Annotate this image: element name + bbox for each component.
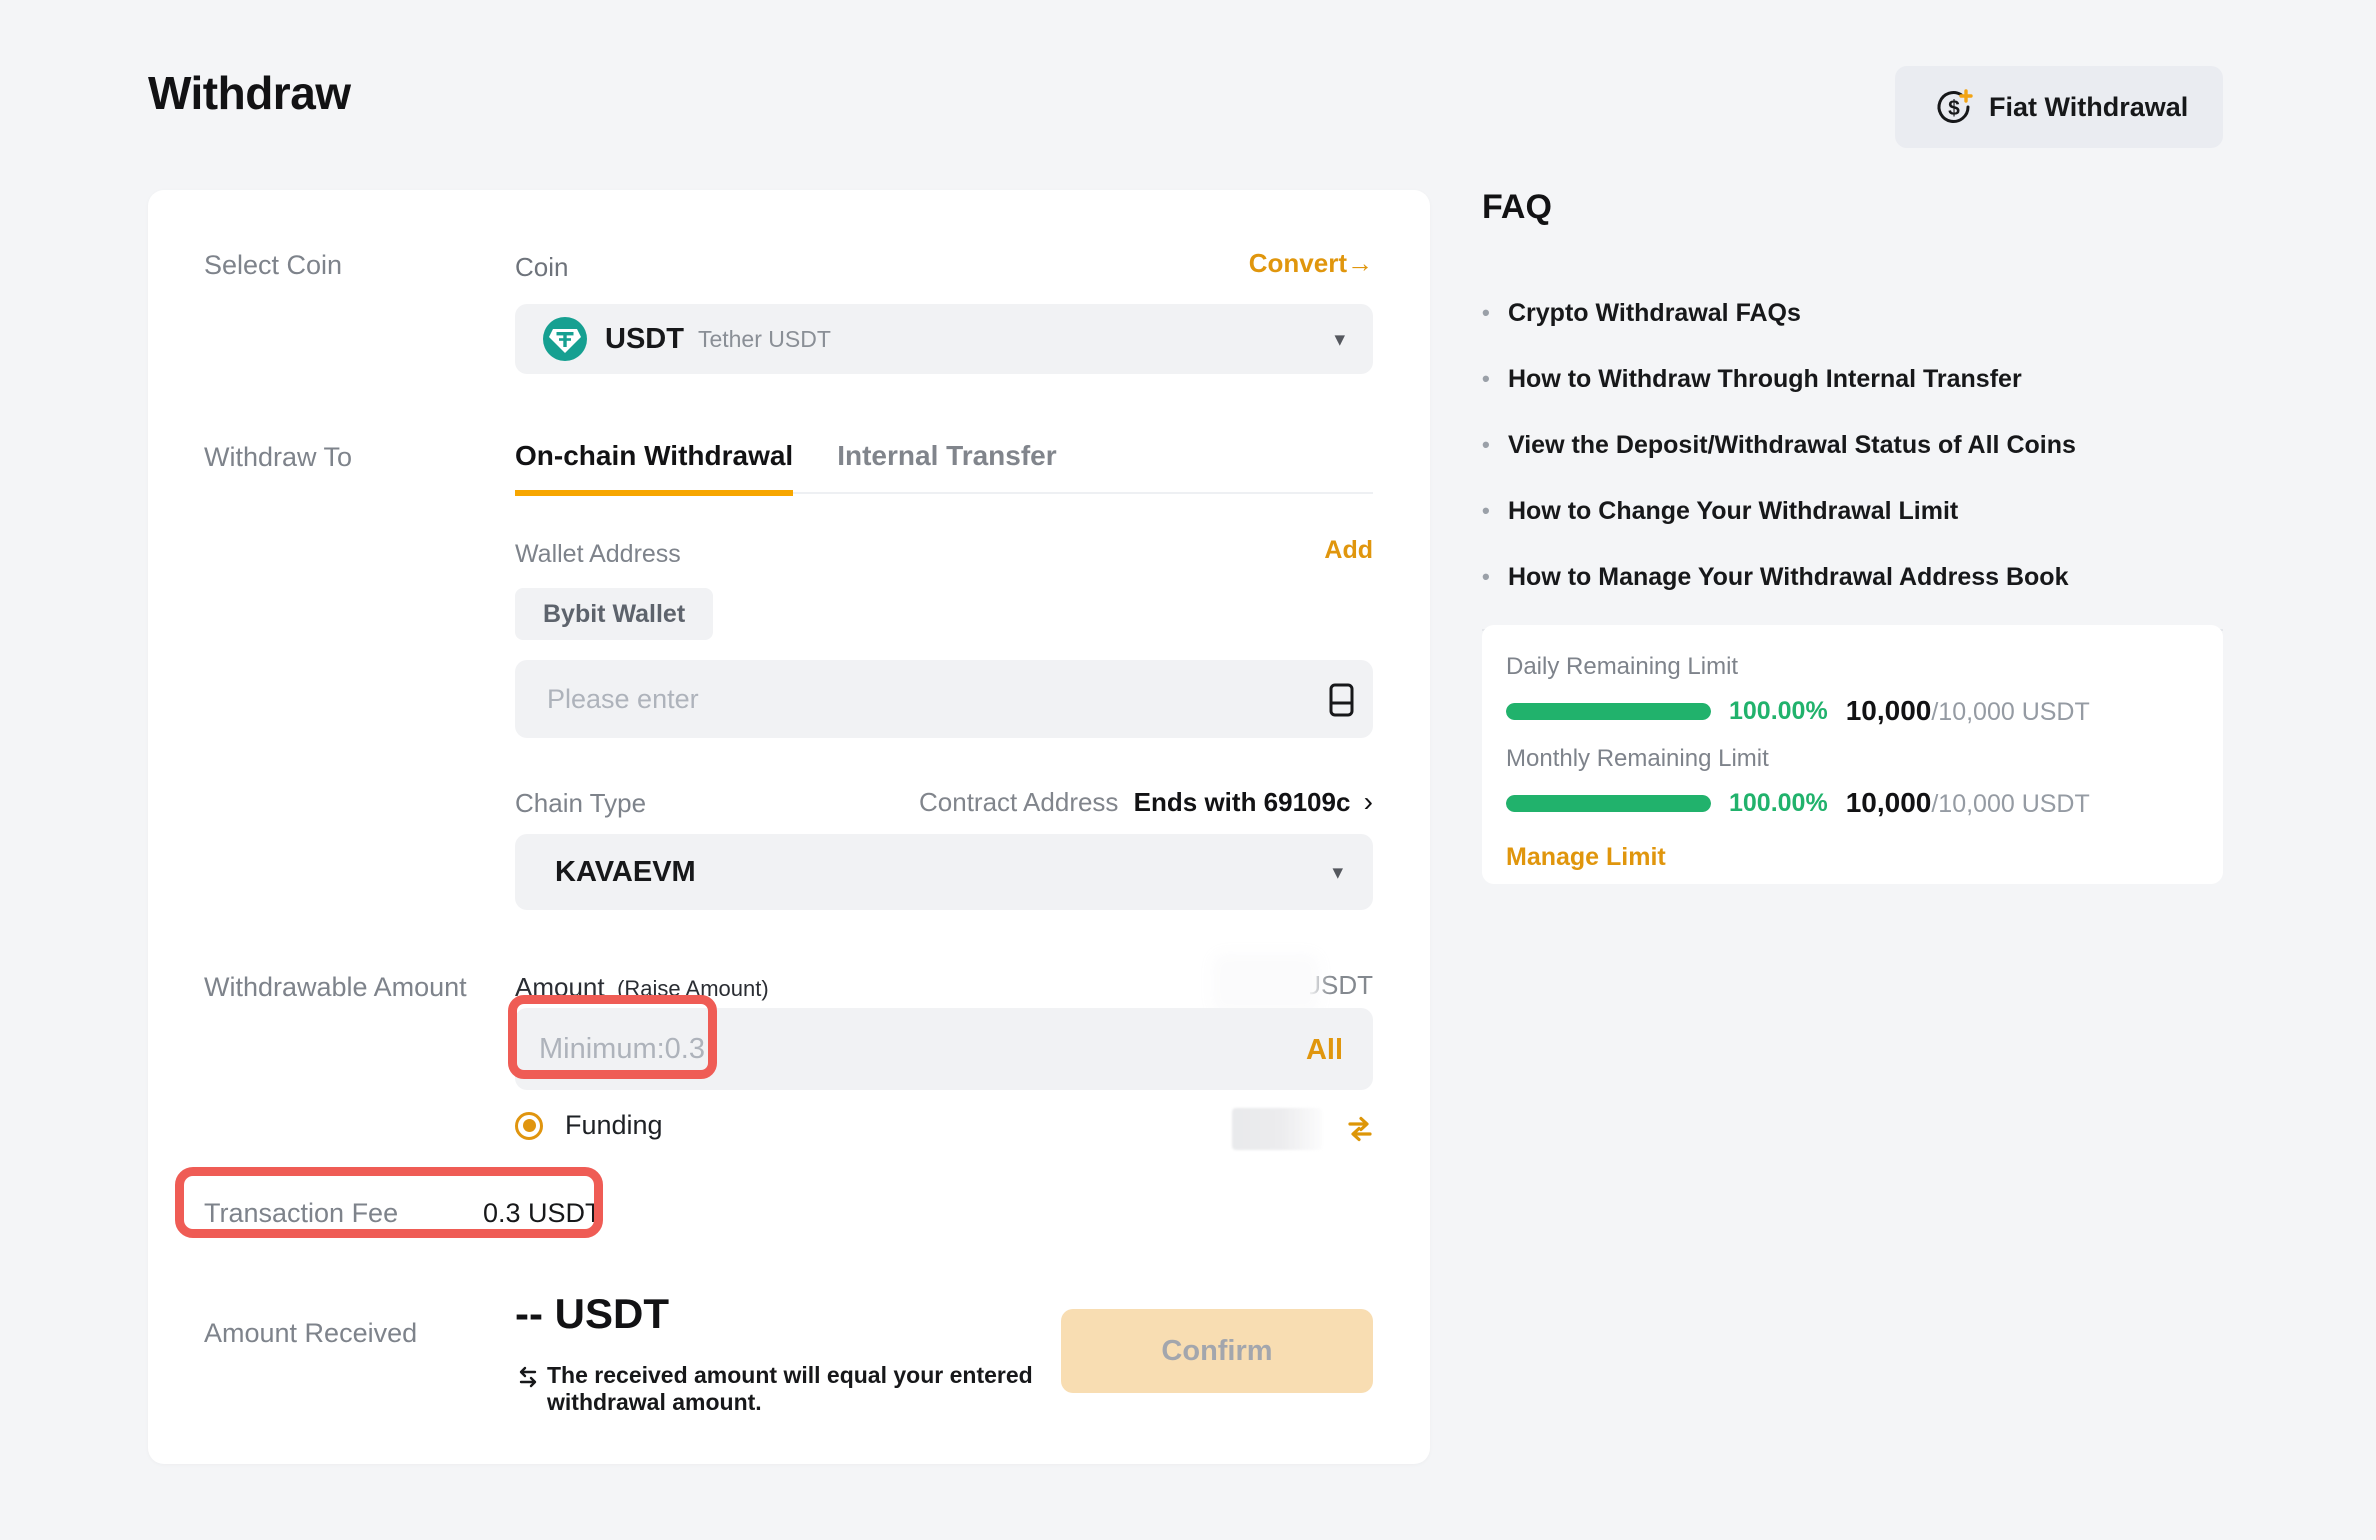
radio-selected-icon[interactable]	[515, 1111, 543, 1140]
faq-item[interactable]: Crypto Withdrawal FAQs	[1482, 299, 2223, 328]
faq-item[interactable]: View the Deposit/Withdrawal Status of Al…	[1482, 431, 2223, 460]
manage-limit-link[interactable]: Manage Limit	[1506, 843, 1666, 871]
coin-symbol: USDT	[605, 322, 684, 355]
faq-panel: FAQ Crypto Withdrawal FAQs How to Withdr…	[1482, 188, 2223, 631]
coin-name: Tether USDT	[697, 325, 831, 352]
monthly-limit-label: Monthly Remaining Limit	[1506, 745, 1769, 772]
fiat-withdrawal-button[interactable]: $ Fiat Withdrawal	[1895, 66, 2223, 148]
monthly-limit-percent: 100.00%	[1729, 788, 1828, 817]
chain-select[interactable]: KAVAEVM ▾	[515, 834, 1373, 910]
chevron-right-icon: ›	[1363, 786, 1373, 817]
withdraw-amount-input[interactable]	[515, 1008, 1373, 1090]
funding-label: Funding	[565, 1110, 663, 1140]
confirm-button[interactable]: Confirm	[1061, 1309, 1373, 1393]
amount-received-value: -- USDT	[515, 1290, 669, 1337]
withdrawable-amount-row-label: Withdrawable Amount	[204, 972, 467, 1002]
chevron-down-icon: ▾	[1334, 327, 1345, 351]
contract-address-label: Contract Address	[919, 787, 1119, 817]
chain-type-label: Chain Type	[515, 788, 647, 818]
select-coin-row-label: Select Coin	[204, 250, 343, 280]
chain-value: KAVAEVM	[555, 855, 696, 888]
withdraw-all-button[interactable]: All	[1305, 1034, 1343, 1066]
tab-onchain-withdrawal[interactable]: On-chain Withdrawal	[515, 440, 794, 496]
transaction-fee-value: 0.3 USDT	[483, 1198, 602, 1228]
raise-amount-sublabel: (Raise Amount)	[617, 976, 769, 1001]
transfer-arrows-icon	[515, 1365, 539, 1391]
available-amount-unit: USDT	[1302, 970, 1373, 1000]
amount-received-label: Amount Received	[204, 1318, 418, 1348]
daily-limit-total: /10,000 USDT	[1931, 698, 2090, 726]
convert-link[interactable]: Convert→	[1248, 248, 1373, 278]
withdraw-form-card: Select Coin Coin Convert→ USDT Tether US…	[148, 190, 1430, 1464]
coin-field-label: Coin	[515, 252, 569, 282]
monthly-limit-bar-row: 100.00% 10,000/10,000 USDT	[1506, 787, 2199, 819]
daily-limit-progress-bar	[1506, 702, 1711, 720]
svg-text:$: $	[1948, 97, 1960, 120]
withdraw-to-row-label: Withdraw To	[204, 442, 353, 472]
transaction-fee-label: Transaction Fee	[204, 1198, 399, 1228]
saved-wallet-chip[interactable]: Bybit Wallet	[515, 588, 714, 640]
monthly-limit-value: 10,000/10,000 USDT	[1845, 787, 2090, 818]
received-note: The received amount will equal your ente…	[515, 1362, 1060, 1416]
wallet-address-label: Wallet Address	[515, 540, 681, 568]
received-note-text: The received amount will equal your ente…	[547, 1362, 1033, 1416]
chevron-down-icon: ▾	[1332, 860, 1343, 884]
faq-item[interactable]: How to Change Your Withdrawal Limit	[1482, 497, 2223, 526]
tab-internal-transfer[interactable]: Internal Transfer	[837, 440, 1057, 471]
contract-address-value: Ends with 69109c	[1133, 787, 1351, 817]
amount-field-label: Amount (Raise Amount)	[515, 972, 769, 1002]
transfer-refresh-icon[interactable]	[1344, 1114, 1376, 1144]
faq-item[interactable]: How to Manage Your Withdrawal Address Bo…	[1482, 563, 2223, 592]
address-book-icon[interactable]	[1326, 682, 1356, 718]
daily-limit-percent: 100.00%	[1729, 696, 1828, 725]
fiat-withdrawal-label: Fiat Withdrawal	[1989, 91, 2189, 122]
fiat-currency-icon: $	[1935, 88, 1973, 126]
daily-limit-label: Daily Remaining Limit	[1506, 653, 1739, 680]
withdrawal-limits-card: Daily Remaining Limit 100.00% 10,000/10,…	[1482, 625, 2223, 884]
withdraw-method-tabs: On-chain Withdrawal Internal Transfer	[515, 440, 1373, 496]
redacted-balance-blur	[1222, 963, 1310, 1003]
wallet-address-input[interactable]	[515, 660, 1373, 738]
coin-select[interactable]: USDT Tether USDT ▾	[515, 304, 1373, 374]
daily-limit-bar-row: 100.00% 10,000/10,000 USDT	[1506, 695, 2199, 727]
faq-list: Crypto Withdrawal FAQs How to Withdraw T…	[1482, 299, 2223, 592]
monthly-limit-progress-bar	[1506, 794, 1711, 812]
contract-address-link[interactable]: Contract Address Ends with 69109c ›	[919, 786, 1373, 818]
add-address-button[interactable]: Add	[1324, 536, 1373, 564]
daily-limit-value: 10,000/10,000 USDT	[1845, 695, 2090, 726]
page-title: Withdraw	[148, 67, 351, 119]
faq-title: FAQ	[1482, 188, 1552, 226]
faq-item[interactable]: How to Withdraw Through Internal Transfe…	[1482, 365, 2223, 394]
funding-account-option[interactable]: Funding	[515, 1110, 663, 1141]
usdt-coin-icon	[543, 317, 587, 361]
monthly-limit-total: /10,000 USDT	[1931, 790, 2090, 818]
convert-arrow-icon: →	[1347, 248, 1373, 278]
redacted-funding-balance-blur	[1232, 1108, 1322, 1150]
